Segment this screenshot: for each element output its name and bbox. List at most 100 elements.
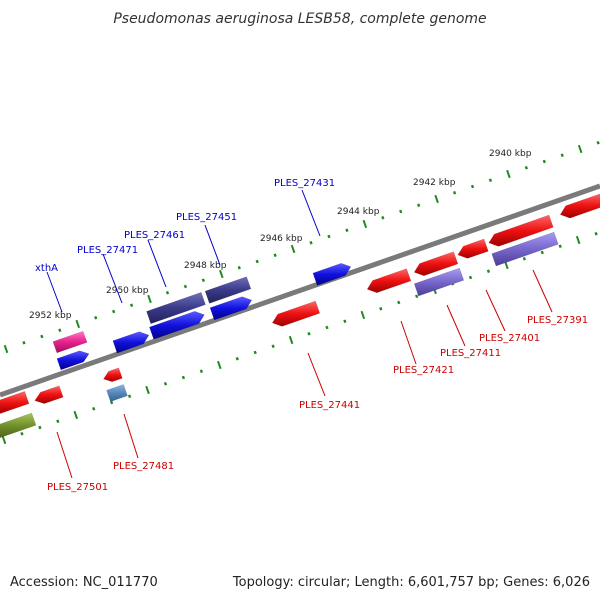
gene-arrow-lavender[interactable] (491, 231, 559, 267)
upper-tick (309, 240, 313, 245)
lower-tick (288, 335, 294, 345)
gene-arrow-PLES_27391[interactable] (559, 193, 600, 219)
upper-tick (577, 144, 583, 154)
upper-tick (452, 190, 457, 195)
gene-arrow-olive[interactable] (0, 412, 37, 439)
upper-tick (417, 203, 421, 208)
upper-tick (506, 169, 511, 179)
lower-tick (343, 319, 347, 324)
gene-arrow-PLES_27441[interactable] (271, 300, 321, 327)
upper-tick (596, 140, 600, 145)
leader-PLES_27441 (307, 352, 326, 397)
lower-tick (38, 425, 42, 430)
upper-tick (219, 269, 224, 279)
gene-label-PLES_27431[interactable]: PLES_27431 (274, 178, 335, 189)
topology-text: Topology: circular; Length: 6,601,757 bp… (232, 575, 590, 590)
scale-label-2942: 2942 kbp (413, 178, 456, 188)
gene-arrow-reverse[interactable] (103, 367, 123, 383)
gene-arrow-PLES_27401[interactable] (488, 214, 554, 247)
gene-label-PLES_27411[interactable]: PLES_27411 (440, 348, 501, 359)
gene-label-PLES_27501[interactable]: PLES_27501 (47, 482, 108, 493)
gene-label-PLES_27471[interactable]: PLES_27471 (77, 245, 138, 256)
upper-tick (381, 215, 385, 220)
gene-label-PLES_27401[interactable]: PLES_27401 (479, 333, 540, 344)
gene-arrow-PLES_27411[interactable] (413, 267, 465, 297)
lower-tick (199, 369, 203, 374)
gene-arrow-PLES_27431[interactable] (312, 262, 352, 286)
leader-PLES_27411 (446, 304, 466, 347)
gene-label-PLES_27441[interactable]: PLES_27441 (299, 400, 360, 411)
gene-arrow-reverse[interactable] (366, 268, 412, 293)
lower-tick (1, 435, 7, 445)
lower-tick (360, 310, 366, 320)
gene-arrow-PLES_27461[interactable] (146, 291, 206, 325)
upper-tick (75, 319, 81, 329)
lower-tick (325, 325, 329, 330)
gene-arrow-reverse[interactable] (457, 238, 489, 259)
lower-tick (253, 350, 257, 355)
upper-tick (399, 209, 403, 214)
gene-arrow-xthA[interactable] (52, 330, 88, 354)
gene-arrow-forward[interactable] (56, 350, 90, 371)
scale-label-2946: 2946 kbp (260, 234, 303, 244)
gene-label-PLES_27421[interactable]: PLES_27421 (393, 365, 454, 376)
gene-arrow-PLES_27501[interactable] (34, 385, 64, 404)
scale-label-2940: 2940 kbp (489, 149, 532, 159)
upper-tick (345, 228, 349, 233)
upper-tick (129, 303, 134, 308)
gene-arrow-forward[interactable] (149, 311, 205, 340)
upper-tick (470, 184, 475, 189)
upper-tick (147, 294, 152, 304)
upper-tick (362, 219, 368, 229)
gene-arrow-PLES_27481[interactable] (106, 384, 128, 402)
upper-tick (290, 244, 296, 254)
gene-label-xthA[interactable]: xthA (35, 263, 58, 274)
scale-label-2950: 2950 kbp (106, 286, 149, 296)
leader-PLES_27431 (301, 189, 321, 237)
leader-PLES_27481 (123, 413, 139, 459)
gene-features (0, 193, 600, 439)
gene-arrow-PLES_27471[interactable] (112, 331, 150, 354)
scale-label-2952: 2952 kbp (29, 311, 72, 321)
upper-tick (434, 194, 439, 204)
gene-label-PLES_27461[interactable]: PLES_27461 (124, 230, 185, 241)
upper-tick (183, 284, 188, 289)
upper-tick (165, 290, 170, 295)
scale-label-2944: 2944 kbp (337, 207, 380, 217)
upper-tick (273, 253, 277, 258)
upper-tick (524, 165, 528, 170)
upper-tick (560, 153, 564, 158)
gene-arrow-PLES_27451[interactable] (204, 276, 252, 304)
upper-tick (3, 344, 9, 354)
lower-tick (415, 294, 419, 299)
upper-tick (237, 265, 241, 270)
lower-tick (575, 235, 581, 245)
gene-arrow-reverse[interactable] (0, 390, 30, 414)
leader-PLES_27421 (400, 320, 417, 365)
scale-labels: 2940 kbp 2942 kbp 2944 kbp 2946 kbp 2948… (29, 149, 532, 321)
lower-tick (271, 344, 275, 349)
upper-tick (58, 328, 62, 333)
tick-marks (1, 140, 600, 445)
leader-PLES_27461 (147, 239, 167, 288)
upper-tick (542, 159, 546, 164)
leader-PLES_27501 (56, 431, 73, 479)
upper-tick (112, 309, 116, 314)
gene-arrow-forward[interactable] (209, 296, 253, 321)
gene-label-PLES_27451[interactable]: PLES_27451 (176, 212, 237, 223)
lower-tick (92, 406, 96, 411)
lower-tick (558, 244, 562, 249)
gene-arrow-PLES_27421[interactable] (413, 251, 459, 276)
leader-PLES_27391 (532, 269, 553, 313)
lower-tick (56, 419, 60, 424)
gene-label-PLES_27481[interactable]: PLES_27481 (113, 461, 174, 472)
lower-tick (379, 306, 383, 311)
leader-xthA (46, 271, 63, 313)
upper-tick (22, 340, 26, 345)
upper-tick (40, 334, 44, 339)
gene-label-PLES_27391[interactable]: PLES_27391 (527, 315, 588, 326)
forward-gene-labels (46, 189, 321, 313)
upper-tick (94, 315, 98, 320)
lower-tick (540, 250, 544, 255)
